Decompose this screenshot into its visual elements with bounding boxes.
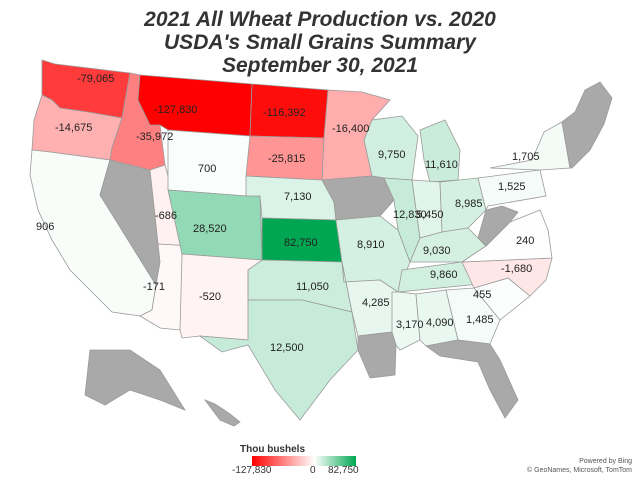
state-value-label-nd: -116,392 — [263, 107, 306, 119]
state-value-label-mt: -127,830 — [154, 104, 197, 116]
state-value-label-ne: 7,130 — [284, 191, 312, 203]
state-value-label-oh: 8,985 — [455, 198, 483, 210]
state-value-label-nm: -520 — [199, 291, 221, 303]
state-value-label-in: 5,450 — [416, 209, 444, 221]
state-va — [460, 209, 553, 263]
title-line-3: September 30, 2021 — [221, 54, 419, 77]
state-value-label-ar: 4,285 — [362, 297, 390, 309]
state-ms — [391, 291, 421, 351]
state-value-label-id: -35,972 — [136, 131, 173, 143]
state-value-label-ky: 9,030 — [423, 245, 451, 257]
state-value-label-or: -14,675 — [55, 122, 92, 134]
state-value-label-mo: 8,910 — [357, 239, 385, 251]
attribution-credits: © GeoNames, Microsoft, TomTom — [527, 467, 632, 474]
legend-mid-label: 0 — [310, 465, 316, 476]
state-value-label-az: -171 — [143, 281, 165, 293]
state-value-label-ok: 11,050 — [296, 281, 329, 293]
state-value-label-sc: 455 — [473, 289, 491, 301]
state-value-label-tn: 9,860 — [430, 269, 458, 281]
state-value-label-nc: -1,680 — [501, 263, 532, 275]
state-value-label-ms: 3,170 — [396, 319, 424, 331]
legend-title: Thou bushels — [240, 444, 305, 455]
state-value-label-co: 28,520 — [193, 223, 227, 235]
state-value-label-sd: -25,815 — [268, 153, 305, 165]
state-ak — [84, 349, 186, 411]
state-hi — [203, 399, 241, 427]
state-wv — [477, 205, 519, 247]
state-value-label-il: 12,830 — [393, 209, 427, 221]
attribution-powered-by: Powered by Bing — [579, 458, 632, 465]
legend-color-bar — [252, 456, 356, 466]
state-mi — [419, 119, 461, 183]
state-value-label-ut: -686 — [155, 210, 177, 222]
state-tx — [198, 270, 359, 421]
state-value-label-wi: 9,750 — [378, 149, 406, 161]
state-la — [357, 331, 397, 379]
state-oh — [439, 177, 487, 233]
state-value-label-wa: -79,065 — [77, 73, 114, 85]
state-value-label-va: 240 — [516, 235, 534, 247]
state-value-label-tx: 12,500 — [270, 342, 304, 354]
state-value-label-al: 4,090 — [426, 317, 454, 329]
state-value-label-mi: 11,610 — [425, 159, 458, 171]
state-ga — [445, 287, 501, 345]
title-line-2: USDA's Small Grains Summary — [164, 31, 476, 54]
state-co — [167, 189, 263, 261]
state-value-label-ks: 82,750 — [284, 237, 318, 249]
title-line-1: 2021 All Wheat Production vs. 2020 — [144, 8, 496, 31]
state-value-label-pa: 1,525 — [498, 181, 526, 193]
state-ne-region — [561, 81, 613, 169]
legend-max-label: 82,750 — [328, 465, 359, 476]
state-wi — [363, 115, 419, 181]
legend-min-label: -127,830 — [232, 465, 272, 476]
state-value-label-mn: -16,400 — [332, 123, 369, 135]
state-value-label-ny: 1,705 — [512, 151, 540, 163]
state-value-label-wy: 700 — [198, 163, 216, 175]
state-value-label-ga: 1,485 — [466, 314, 494, 326]
state-fl — [425, 339, 519, 419]
state-value-label-ca: 906 — [36, 221, 54, 233]
state-pa — [477, 169, 547, 212]
